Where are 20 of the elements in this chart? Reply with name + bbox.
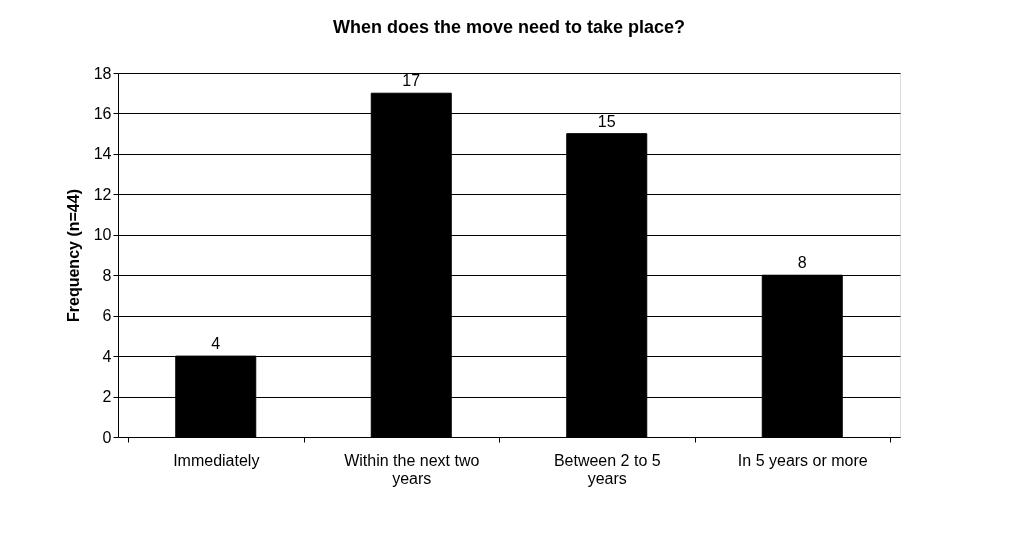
y-tick-label: 14 bbox=[93, 145, 112, 163]
y-tick-label: 18 bbox=[93, 64, 112, 82]
data-label: 15 bbox=[597, 112, 616, 130]
y-tick-label: 4 bbox=[102, 347, 112, 365]
x-tick-label: Within the next two years bbox=[344, 451, 480, 487]
data-label: 4 bbox=[211, 335, 221, 353]
y-tick-label: 8 bbox=[102, 266, 112, 284]
x-tick-label: Immediately bbox=[173, 451, 260, 469]
y-tick-label: 12 bbox=[93, 185, 112, 203]
y-tick-label: 0 bbox=[102, 428, 112, 446]
x-tick-label: In 5 years or more bbox=[737, 451, 868, 469]
y-axis-title: Frequency (n=44) bbox=[64, 189, 82, 322]
data-label: 8 bbox=[797, 254, 807, 272]
x-tick-label: Between 2 to 5 years bbox=[553, 451, 661, 487]
y-tick-label: 10 bbox=[93, 226, 112, 244]
chart-title: When does the move need to take place? bbox=[332, 17, 686, 37]
data-label: 17 bbox=[402, 72, 421, 90]
y-tick-label: 16 bbox=[93, 104, 112, 122]
y-tick-label: 6 bbox=[102, 307, 112, 325]
y-tick-label: 2 bbox=[102, 388, 112, 406]
